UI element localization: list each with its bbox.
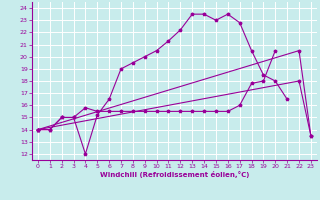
X-axis label: Windchill (Refroidissement éolien,°C): Windchill (Refroidissement éolien,°C) [100, 171, 249, 178]
